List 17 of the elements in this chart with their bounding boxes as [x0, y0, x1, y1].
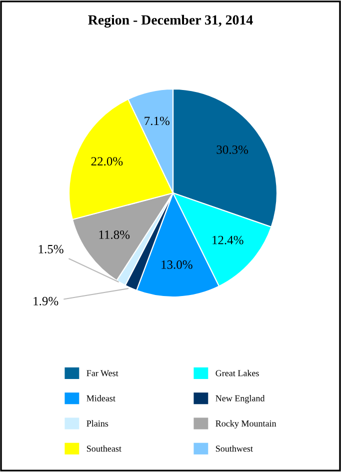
data-label: 13.0%: [162, 260, 192, 269]
data-label: 11.8%: [99, 230, 130, 239]
legend-label: Rocky Mountain: [216, 420, 276, 428]
data-label: 22.0%: [91, 157, 123, 166]
legend-label: Southwest: [216, 445, 253, 452]
data-label: 30.3%: [216, 145, 248, 154]
legend-label: Great Lakes: [216, 370, 259, 376]
data-label: 7.1%: [144, 116, 170, 126]
data-label: 12.4%: [212, 236, 244, 244]
data-label: 1.9%: [34, 296, 58, 306]
legend-label: New England: [216, 395, 265, 404]
chart-title: Region - December 31, 2014: [88, 14, 253, 28]
legend-label: Plains: [86, 420, 108, 427]
legend-label: Southeast: [86, 445, 122, 452]
legend-label: Far West: [86, 370, 118, 376]
legend-label: Mideast: [86, 395, 116, 402]
data-label: 1.5%: [38, 244, 64, 254]
